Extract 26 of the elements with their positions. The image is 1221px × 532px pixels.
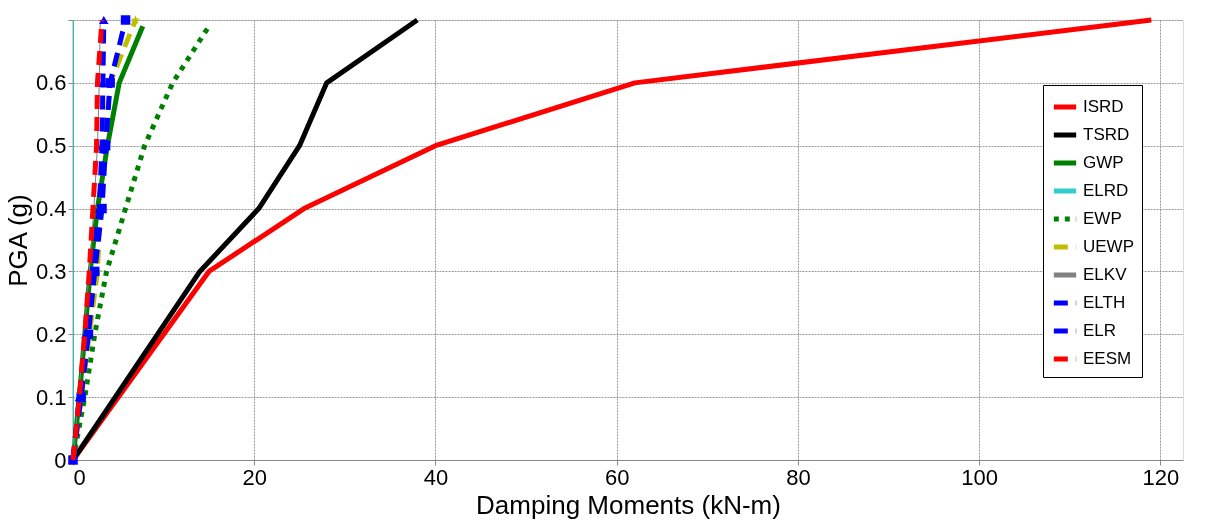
legend-label: GWP bbox=[1083, 153, 1124, 172]
legend-label: EESM bbox=[1083, 349, 1132, 368]
legend-label: ELTH bbox=[1083, 293, 1126, 312]
x-axis-title: Damping Moments (kN-m) bbox=[476, 489, 781, 520]
x-tick-label: 100 bbox=[961, 464, 998, 490]
x-tick-label: 120 bbox=[1142, 464, 1180, 490]
x-tick-label: 80 bbox=[786, 464, 811, 490]
legend-label: EWP bbox=[1083, 209, 1122, 228]
legend-label: ELR bbox=[1083, 321, 1117, 340]
y-tick-label: 0.3 bbox=[35, 258, 67, 284]
y-tick-label: 0.1 bbox=[35, 384, 67, 410]
y-tick-label: 0 bbox=[54, 447, 67, 473]
legend-label: ELRD bbox=[1083, 181, 1129, 200]
y-tick-label: 0.2 bbox=[35, 321, 67, 347]
y-tick-label: 0.5 bbox=[35, 133, 67, 159]
legend-label: ISRD bbox=[1083, 97, 1124, 116]
legend-label: TSRD bbox=[1083, 125, 1130, 144]
legend-label: UEWP bbox=[1083, 237, 1134, 256]
x-tick-label: 60 bbox=[604, 464, 630, 490]
x-tick-label: 40 bbox=[423, 464, 449, 490]
y-tick-label: 0.4 bbox=[35, 196, 67, 222]
y-axis-title: PGA (g) bbox=[2, 194, 33, 287]
legend-label: ELKV bbox=[1083, 265, 1128, 284]
x-tick-label: 0 bbox=[73, 464, 86, 490]
y-tick-label: 0.6 bbox=[35, 70, 67, 96]
x-tick-label: 20 bbox=[242, 464, 267, 490]
